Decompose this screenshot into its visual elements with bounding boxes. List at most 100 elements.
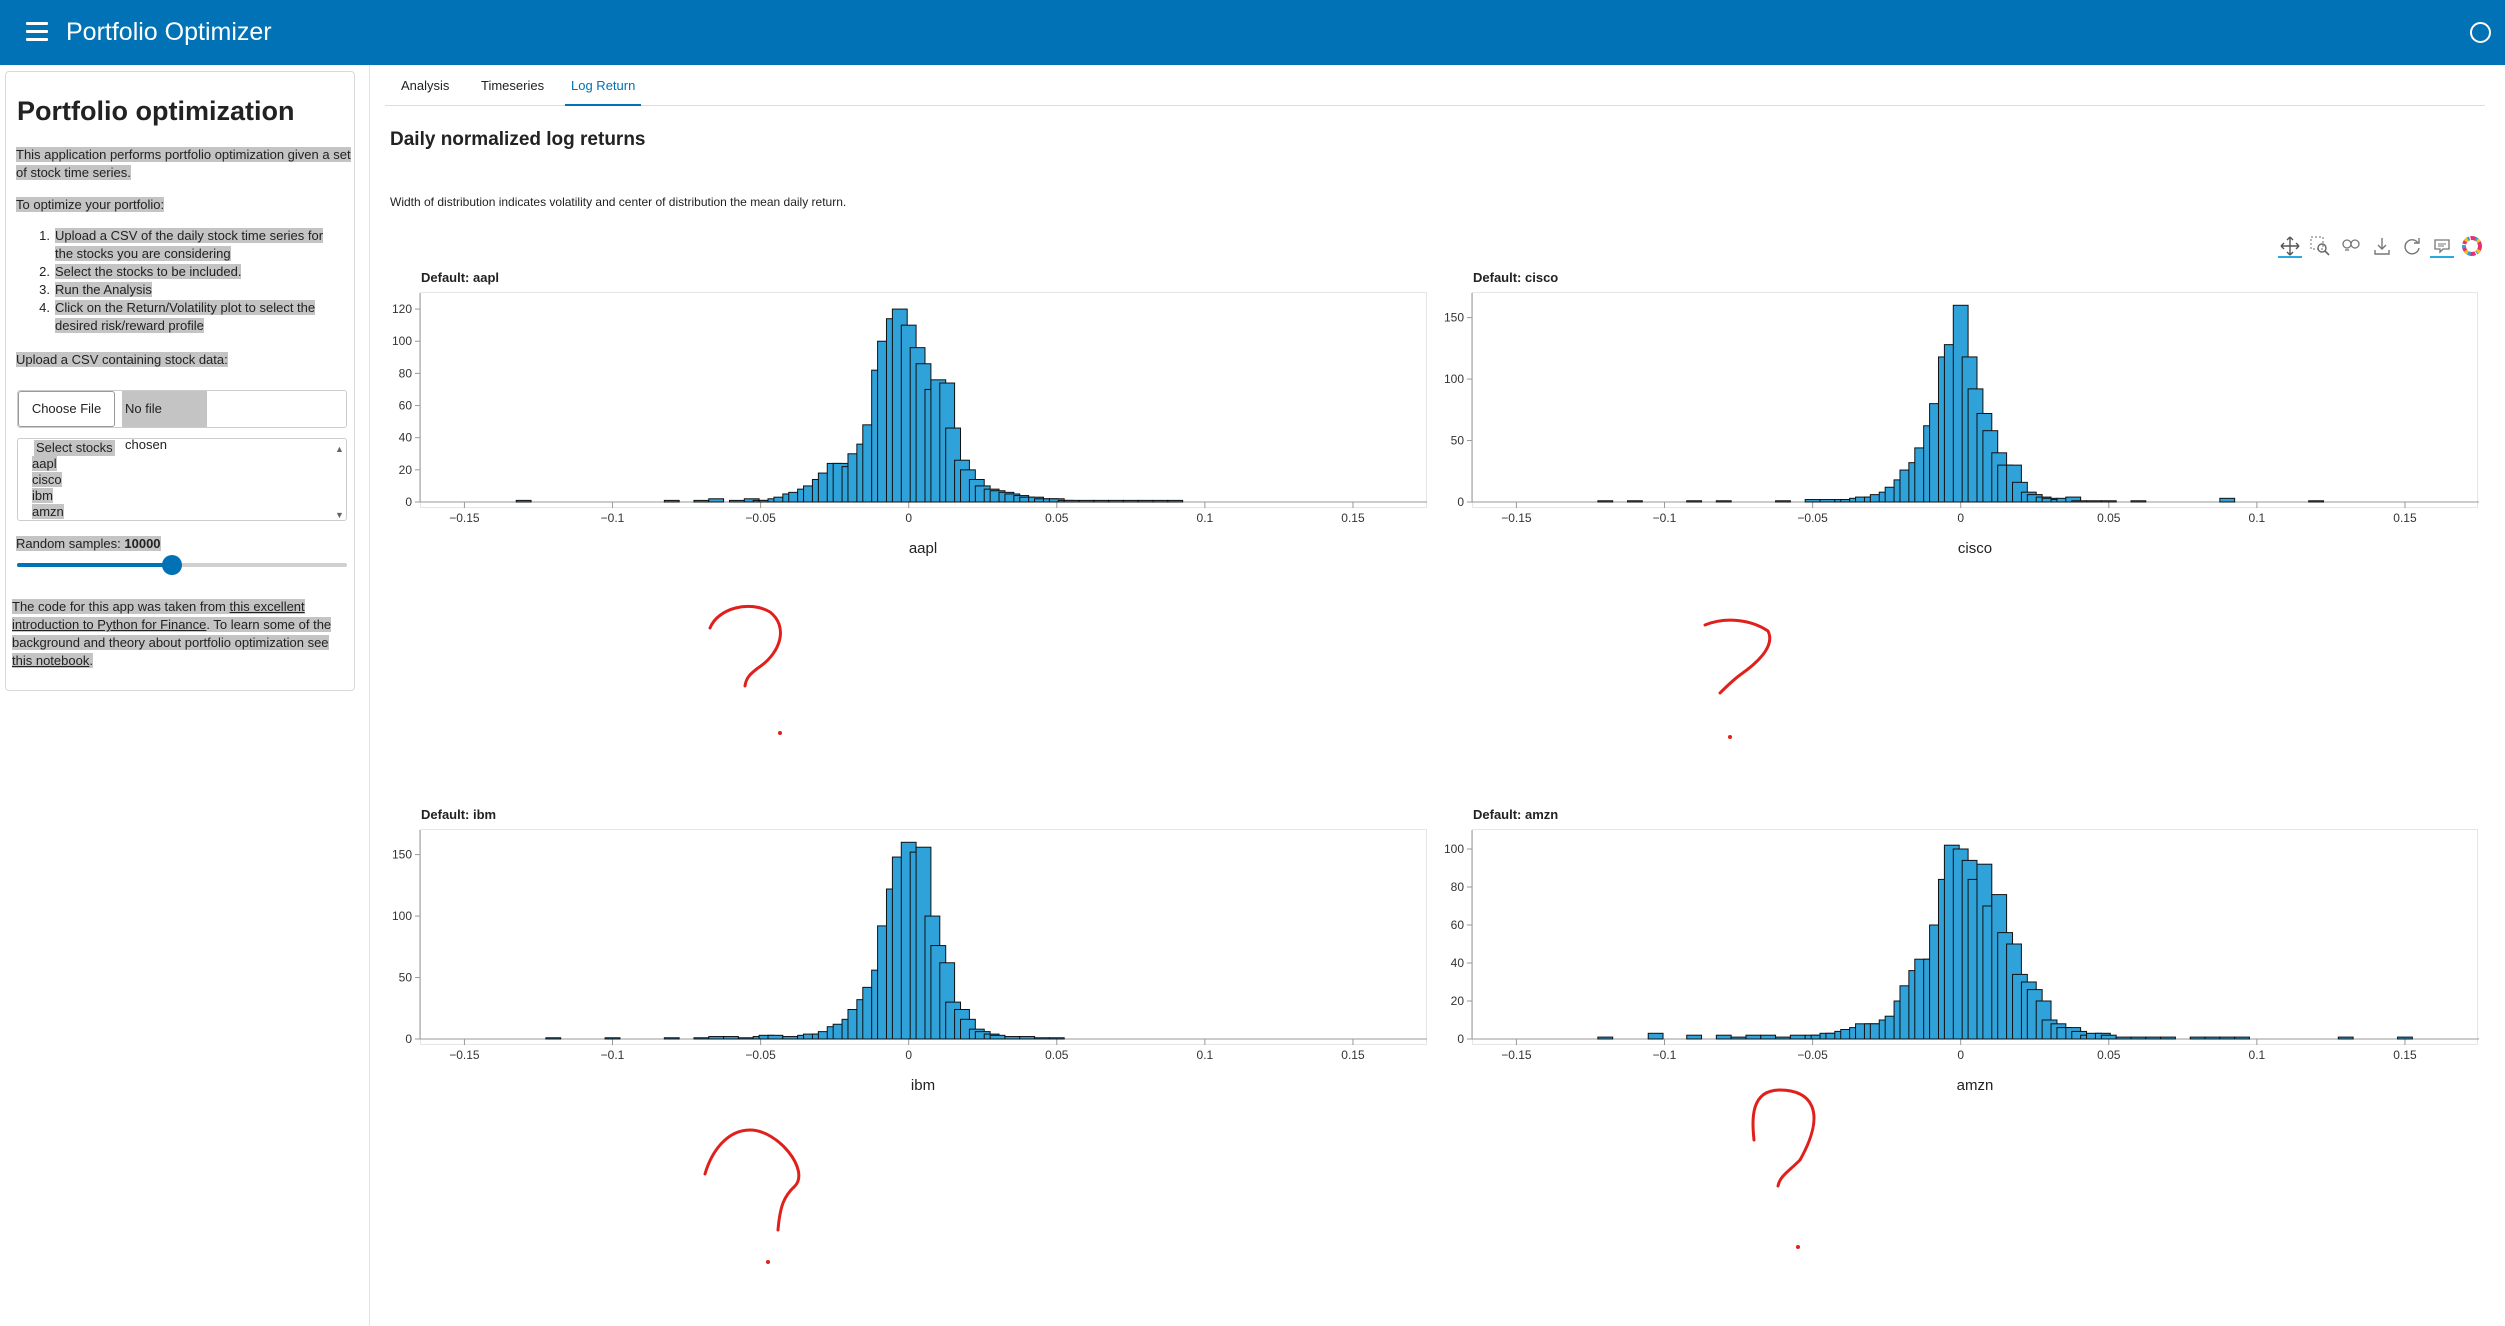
y-tick-label: 50 <box>399 971 413 985</box>
page-title: Daily normalized log returns <box>390 129 646 150</box>
pan-icon[interactable] <box>2278 234 2302 258</box>
histogram-bar <box>2204 1036 2221 1040</box>
x-axis-label-ibm: ibm <box>910 1077 936 1094</box>
histogram-bar <box>1597 500 1614 503</box>
select-scrollbar[interactable]: ▲ ▼ <box>332 439 346 520</box>
file-status: No file chosen <box>122 391 207 452</box>
histogram-bar <box>1686 500 1703 503</box>
x-tick-label: −0.1 <box>601 511 625 525</box>
python-finance-link[interactable]: this excellent introduction to Python fo… <box>12 599 305 632</box>
histogram-bar <box>2145 1036 2162 1040</box>
x-tick-label: −0.1 <box>1653 1048 1677 1062</box>
histogram-bar <box>1019 1036 1036 1040</box>
histogram-bar <box>782 1036 799 1040</box>
tab-timeseries[interactable]: Timeseries <box>481 78 545 93</box>
wheel-zoom-icon[interactable] <box>2339 234 2363 258</box>
scroll-down-icon[interactable]: ▼ <box>335 510 344 520</box>
histogram-bar <box>1078 499 1095 503</box>
question-mark-annotation-1 <box>708 604 782 735</box>
scroll-up-icon[interactable]: ▲ <box>335 444 344 454</box>
plot-title-cisco: Default: cisco <box>1473 270 1559 285</box>
random-samples-value: 10000 <box>124 536 161 551</box>
histogram-bar <box>737 1037 754 1040</box>
plot-title-aapl: Default: aapl <box>421 270 500 285</box>
list-item: 3. Run the Analysis <box>39 282 152 297</box>
list-item: 4. Click on the Return/Volatility plot to… <box>39 300 316 333</box>
histogram-bar <box>663 1037 680 1040</box>
histogram-bar <box>1093 499 1110 503</box>
random-samples-slider[interactable] <box>17 555 347 575</box>
histogram-bar <box>2100 500 2117 503</box>
hamburger-menu-icon[interactable] <box>26 22 48 42</box>
x-tick-label: 0 <box>1957 511 1964 525</box>
hover-icon[interactable] <box>2430 234 2454 258</box>
y-tick-label: 150 <box>1444 311 1464 325</box>
notebook-link[interactable]: this notebook <box>12 653 90 668</box>
x-axis-label-aapl: aapl <box>908 540 938 557</box>
x-tick-label: 0.15 <box>2393 511 2417 525</box>
histogram-bar <box>1626 500 1643 503</box>
histogram-bar <box>1760 1034 1777 1040</box>
select-option-ibm[interactable]: ibm <box>32 488 53 503</box>
x-tick-label: 0.05 <box>1045 511 1069 525</box>
histogram-bar <box>1775 1036 1791 1040</box>
optimize-label: To optimize your portfolio: <box>16 197 165 212</box>
select-option-aapl[interactable]: aapl <box>32 456 57 471</box>
y-tick-label: 60 <box>399 399 413 413</box>
sidebar: Portfolio optimization This application … <box>5 71 355 691</box>
x-tick-label: 0.05 <box>2097 511 2121 525</box>
list-item: 2. Select the stocks to be included. <box>39 264 242 279</box>
x-tick-label: 0.1 <box>2249 1048 2266 1062</box>
histogram-bar <box>729 499 745 503</box>
box-zoom-icon[interactable] <box>2308 234 2332 258</box>
histogram-bar <box>1108 499 1124 503</box>
histogram-bar <box>2130 1036 2147 1040</box>
tab-log-return[interactable]: Log Return <box>565 70 642 106</box>
histogram-bar <box>693 1037 710 1040</box>
histogram-amzn[interactable]: 0 20 40 60 80 100 −0.15 −0.1 −0.05 0 0.05 0.1 0.15 <box>1422 822 2482 1067</box>
save-icon[interactable] <box>2370 234 2394 258</box>
x-tick-label: 0 <box>1957 1048 1964 1062</box>
histogram-aapl[interactable]: 0 20 40 60 80 100 120 −0.15 −0.1 −0.05 0 0.05 0.1 0.1… <box>370 285 1430 530</box>
x-tick-label: −0.15 <box>1501 511 1532 525</box>
plot-title-amzn: Default: amzn <box>1473 807 1559 822</box>
x-tick-label: 0.05 <box>1045 1048 1069 1062</box>
plot-title-ibm: Default: ibm <box>421 807 497 822</box>
slider-handle[interactable] <box>162 555 183 575</box>
histogram-bar <box>1715 500 1732 503</box>
y-tick-label: 40 <box>1451 956 1465 970</box>
x-tick-label: 0.15 <box>1341 511 1365 525</box>
tab-analysis[interactable]: Analysis <box>401 78 450 93</box>
x-axis-label-cisco: cisco <box>1957 540 1993 557</box>
choose-file-button[interactable]: Choose File <box>18 391 115 427</box>
histogram-bar <box>1730 1036 1747 1040</box>
bokeh-logo-icon[interactable] <box>2460 234 2484 258</box>
slider-fill <box>17 563 173 567</box>
histogram-bar <box>2130 500 2147 503</box>
y-tick-label: 80 <box>399 366 413 380</box>
app-title: Portfolio Optimizer <box>66 18 272 46</box>
histogram-cisco[interactable]: 0 50 100 150 −0.15 −0.1 −0.05 0 0.05 0.1 0.15 <box>1422 285 2482 530</box>
stock-multiselect[interactable]: Select stocks aapl cisco ibm amzn ▲ ▼ <box>17 438 347 521</box>
sidebar-divider <box>369 65 370 1326</box>
question-mark-annotation-4 <box>1751 1088 1816 1249</box>
y-tick-label: 20 <box>1451 994 1465 1008</box>
reset-icon[interactable] <box>2400 234 2424 258</box>
x-tick-label: −0.1 <box>601 1048 625 1062</box>
histogram-bar <box>2337 1036 2354 1040</box>
y-tick-label: 40 <box>399 431 413 445</box>
sidebar-description: This application performs portfolio opti… <box>16 147 351 180</box>
histogram-bar <box>2071 500 2088 503</box>
histogram-bar <box>1775 500 1791 503</box>
histogram-bar <box>1686 1034 1703 1040</box>
y-tick-label: 50 <box>1451 434 1465 448</box>
histogram-bar <box>693 499 710 503</box>
tab-bar: Analysis Timeseries Log Return <box>385 70 2485 106</box>
file-input[interactable]: Choose File No file chosen <box>17 390 347 452</box>
histogram-bar <box>545 1037 562 1040</box>
select-option-amzn[interactable]: amzn <box>32 504 64 519</box>
histogram-bar <box>2397 1036 2413 1040</box>
histogram-ibm[interactable]: 0 50 100 150 −0.15 −0.1 −0.05 0 0.05 0.1 0.15 <box>370 822 1430 1067</box>
y-tick-label: 0 <box>1457 1032 1464 1046</box>
select-option-cisco[interactable]: cisco <box>32 472 62 487</box>
